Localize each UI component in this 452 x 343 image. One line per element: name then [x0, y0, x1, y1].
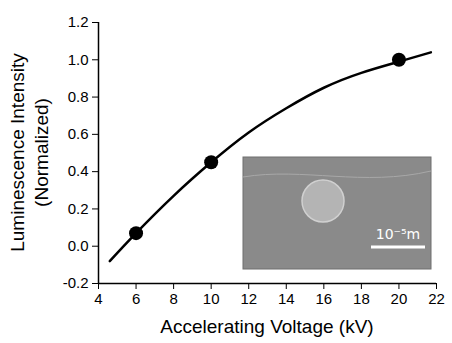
svg-text:0.2: 0.2 [68, 200, 89, 217]
svg-text:6: 6 [132, 290, 140, 307]
svg-text:4: 4 [94, 290, 102, 307]
svg-text:8: 8 [169, 290, 177, 307]
svg-text:1.0: 1.0 [68, 51, 89, 68]
svg-text:(Normalized): (Normalized) [31, 98, 52, 207]
svg-text:10: 10 [203, 290, 220, 307]
svg-text:-0.2: -0.2 [63, 274, 89, 291]
svg-text:1.2: 1.2 [68, 13, 89, 30]
svg-text:Accelerating Voltage (kV): Accelerating Voltage (kV) [160, 316, 373, 337]
svg-text:0.4: 0.4 [68, 162, 89, 179]
svg-text:22: 22 [428, 290, 445, 307]
svg-text:20: 20 [391, 290, 408, 307]
svg-text:0.8: 0.8 [68, 88, 89, 105]
svg-text:10⁻⁵m: 10⁻⁵m [376, 226, 420, 242]
svg-text:Luminescence Intensity: Luminescence Intensity [7, 53, 28, 252]
svg-text:18: 18 [353, 290, 370, 307]
svg-text:0.6: 0.6 [68, 125, 89, 142]
svg-text:16: 16 [315, 290, 332, 307]
svg-text:0.0: 0.0 [68, 237, 89, 254]
svg-text:12: 12 [240, 290, 257, 307]
svg-text:14: 14 [278, 290, 295, 307]
